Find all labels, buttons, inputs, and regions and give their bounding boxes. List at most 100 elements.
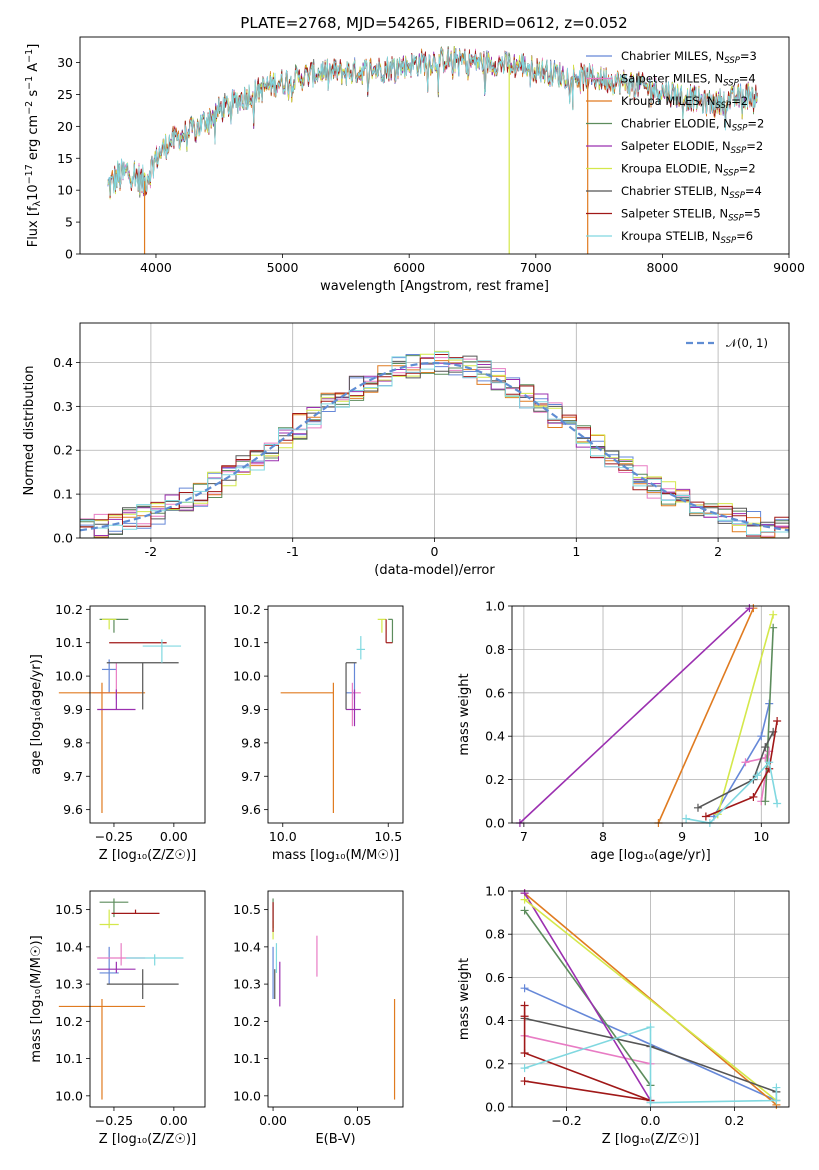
x-tick-label: 0.2	[724, 1113, 744, 1128]
weight-marker	[682, 814, 691, 823]
plot-frame	[79, 36, 790, 255]
x-tick-label: 9	[678, 829, 686, 844]
weight-marker	[769, 610, 778, 619]
plot-frame	[511, 605, 790, 824]
weight-marker	[520, 984, 529, 993]
legend-label: Chabrier MILES, NSSP=3	[621, 49, 757, 66]
y-tick-label: 9.9	[63, 702, 83, 717]
y-tick-label: 9.9	[241, 702, 261, 717]
weight-marker	[745, 604, 754, 613]
x-tick-label: 10.0	[269, 829, 297, 844]
weight-line	[519, 607, 750, 824]
x-tick-label: 8000	[646, 260, 678, 275]
weight-line	[705, 720, 778, 818]
data-point	[101, 618, 117, 630]
data-point	[345, 662, 357, 710]
y-tick-label: 10	[57, 183, 73, 198]
y-tick-label: 1.0	[485, 884, 505, 899]
weight-line	[524, 898, 777, 1102]
x-tick-label: −0.2	[551, 1113, 581, 1128]
x-tick-label: 5000	[267, 260, 299, 275]
y-tick-label: 9.8	[241, 735, 261, 750]
x-tick-label: 0.00	[160, 829, 188, 844]
weight-marker	[520, 1012, 529, 1021]
x-tick-label: −0.25	[95, 829, 133, 844]
y-tick-label: 10.0	[233, 669, 261, 684]
age-vs-Z-ylabel: age [log₁₀(age/yr)]	[29, 654, 44, 775]
x-tick-label: 0.05	[344, 1113, 372, 1128]
data-point	[99, 898, 129, 918]
weight-vs-age-axes: 7 8 9 10 0.0 0.2 0.4 0.6 0.8 1.0	[485, 599, 789, 844]
residual-histogram-xlabel: (data-model)/error	[374, 563, 495, 578]
x-tick-label: 2	[714, 544, 722, 559]
data-point	[99, 946, 119, 985]
data-point	[385, 619, 393, 644]
y-tick-label: 0.0	[53, 531, 73, 546]
y-tick-label: 0.6	[485, 970, 505, 985]
y-tick-label: 9.7	[63, 769, 83, 784]
age-vs-Z-xlabel: Z [log₁₀(Z/Z☉)]	[99, 848, 196, 863]
y-tick-label: 0.8	[485, 927, 505, 942]
data-point	[111, 909, 160, 914]
legend-label: Salpeter MILES, NSSP=4	[621, 72, 756, 89]
weight-marker	[772, 1096, 781, 1105]
y-tick-label: 10.1	[55, 635, 83, 650]
y-tick-label: 10.5	[55, 902, 83, 917]
weight-marker	[757, 732, 766, 741]
weight-marker	[765, 758, 774, 767]
data-point	[388, 618, 394, 643]
data-point	[280, 682, 334, 813]
spectrum-axes: 4000 5000 6000 7000 8000 9000 0 5 10 15 20 25 30	[57, 55, 805, 275]
x-tick-label: 0.0	[641, 1113, 661, 1128]
weight-marker	[773, 799, 782, 808]
y-tick-label: 0.4	[53, 355, 73, 370]
y-tick-label: 10.5	[233, 902, 261, 917]
data-point	[346, 662, 356, 700]
x-tick-label: 8	[599, 829, 607, 844]
x-tick-label: -1	[286, 544, 298, 559]
data-point	[101, 659, 117, 693]
weight-line	[523, 892, 652, 1101]
weight-marker	[520, 1049, 529, 1057]
y-tick-label: 10.3	[55, 977, 83, 992]
plot-frame	[511, 890, 790, 1108]
y-tick-label: 10.2	[233, 1014, 261, 1029]
y-tick-label: 10.0	[55, 669, 83, 684]
weight-vs-age-xlabel: age [log₁₀(age/yr)]	[590, 848, 711, 863]
x-tick-label: -2	[145, 544, 157, 559]
legend-label: Kroupa STELIB, NSSP=6	[621, 229, 753, 246]
plot-frame	[267, 890, 404, 1108]
weight-marker	[520, 895, 529, 904]
y-tick-label: 10.2	[233, 602, 261, 617]
y-tick-label: 0	[65, 247, 73, 262]
y-tick-label: 9.8	[63, 735, 83, 750]
data-point	[346, 689, 361, 727]
x-tick-label: 0.00	[160, 1113, 188, 1128]
weight-marker	[753, 771, 762, 780]
plot-frame	[79, 322, 790, 539]
figure-title: PLATE=2768, MJD=54265, FIBERID=0612, z=0…	[240, 14, 627, 32]
y-tick-label: 1.0	[485, 599, 505, 614]
weight-vs-age-ylabel: mass weight	[457, 673, 472, 755]
spectrum-line	[107, 47, 758, 196]
y-tick-label: 10.4	[55, 939, 83, 954]
mass-vs-EBV-xlabel: E(B-V)	[315, 1132, 355, 1147]
y-tick-label: 10.1	[233, 1051, 261, 1066]
data-point	[106, 969, 179, 999]
spectrum-legend: Chabrier MILES, NSSP=3 Salpeter MILES, NS…	[586, 49, 764, 246]
y-tick-label: 30	[57, 55, 73, 70]
y-tick-label: 0.2	[485, 772, 505, 787]
residual-histogram-ylabel: Normed distribution	[22, 366, 37, 496]
weight-marker	[741, 758, 750, 767]
weight-line	[524, 892, 777, 1106]
plot-frame	[89, 605, 206, 824]
weight-marker	[520, 1001, 529, 1010]
weight-vs-Z-ylabel: mass weight	[457, 958, 472, 1040]
data-point	[58, 999, 146, 1100]
y-tick-label: 0.0	[485, 1100, 505, 1115]
weight-marker	[749, 792, 758, 801]
x-tick-label: 0	[431, 544, 439, 559]
weight-marker	[761, 797, 770, 806]
weight-marker	[773, 717, 782, 726]
